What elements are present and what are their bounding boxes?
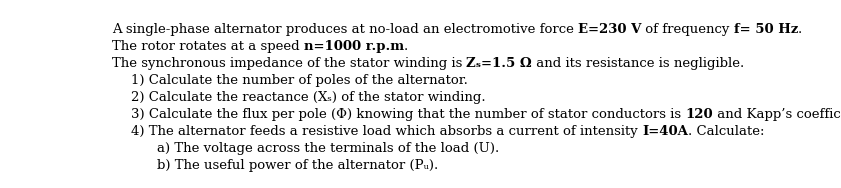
Text: The rotor rotates at a speed: The rotor rotates at a speed xyxy=(112,40,304,53)
Text: 1) Calculate the number of poles of the alternator.: 1) Calculate the number of poles of the … xyxy=(131,74,468,87)
Text: .: . xyxy=(798,23,802,36)
Text: .: . xyxy=(404,40,408,53)
Text: 3) Calculate the flux per pole (Φ) knowing that the number of stator conductors : 3) Calculate the flux per pole (Φ) knowi… xyxy=(131,108,685,121)
Text: of frequency: of frequency xyxy=(641,23,733,36)
Text: and its resistance is negligible.: and its resistance is negligible. xyxy=(532,57,744,70)
Text: I=40A: I=40A xyxy=(643,125,688,138)
Text: 4) The alternator feeds a resistive load which absorbs a current of intensity: 4) The alternator feeds a resistive load… xyxy=(131,125,643,138)
Text: a) The voltage across the terminals of the load (U).: a) The voltage across the terminals of t… xyxy=(157,142,500,155)
Text: E=230 V: E=230 V xyxy=(578,23,641,36)
Text: Zₛ=1.5 Ω: Zₛ=1.5 Ω xyxy=(466,57,532,70)
Text: and Kapp’s coefficient is: and Kapp’s coefficient is xyxy=(713,108,841,121)
Text: . Calculate:: . Calculate: xyxy=(688,125,764,138)
Text: f= 50 Hz: f= 50 Hz xyxy=(733,23,798,36)
Text: 120: 120 xyxy=(685,108,713,121)
Text: b) The useful power of the alternator (Pᵤ).: b) The useful power of the alternator (P… xyxy=(157,159,438,172)
Text: The synchronous impedance of the stator winding is: The synchronous impedance of the stator … xyxy=(112,57,466,70)
Text: 2) Calculate the reactance (Xₛ) of the stator winding.: 2) Calculate the reactance (Xₛ) of the s… xyxy=(131,91,486,104)
Text: A single-phase alternator produces at no-load an electromotive force: A single-phase alternator produces at no… xyxy=(112,23,578,36)
Text: n=1000 r.p.m: n=1000 r.p.m xyxy=(304,40,404,53)
